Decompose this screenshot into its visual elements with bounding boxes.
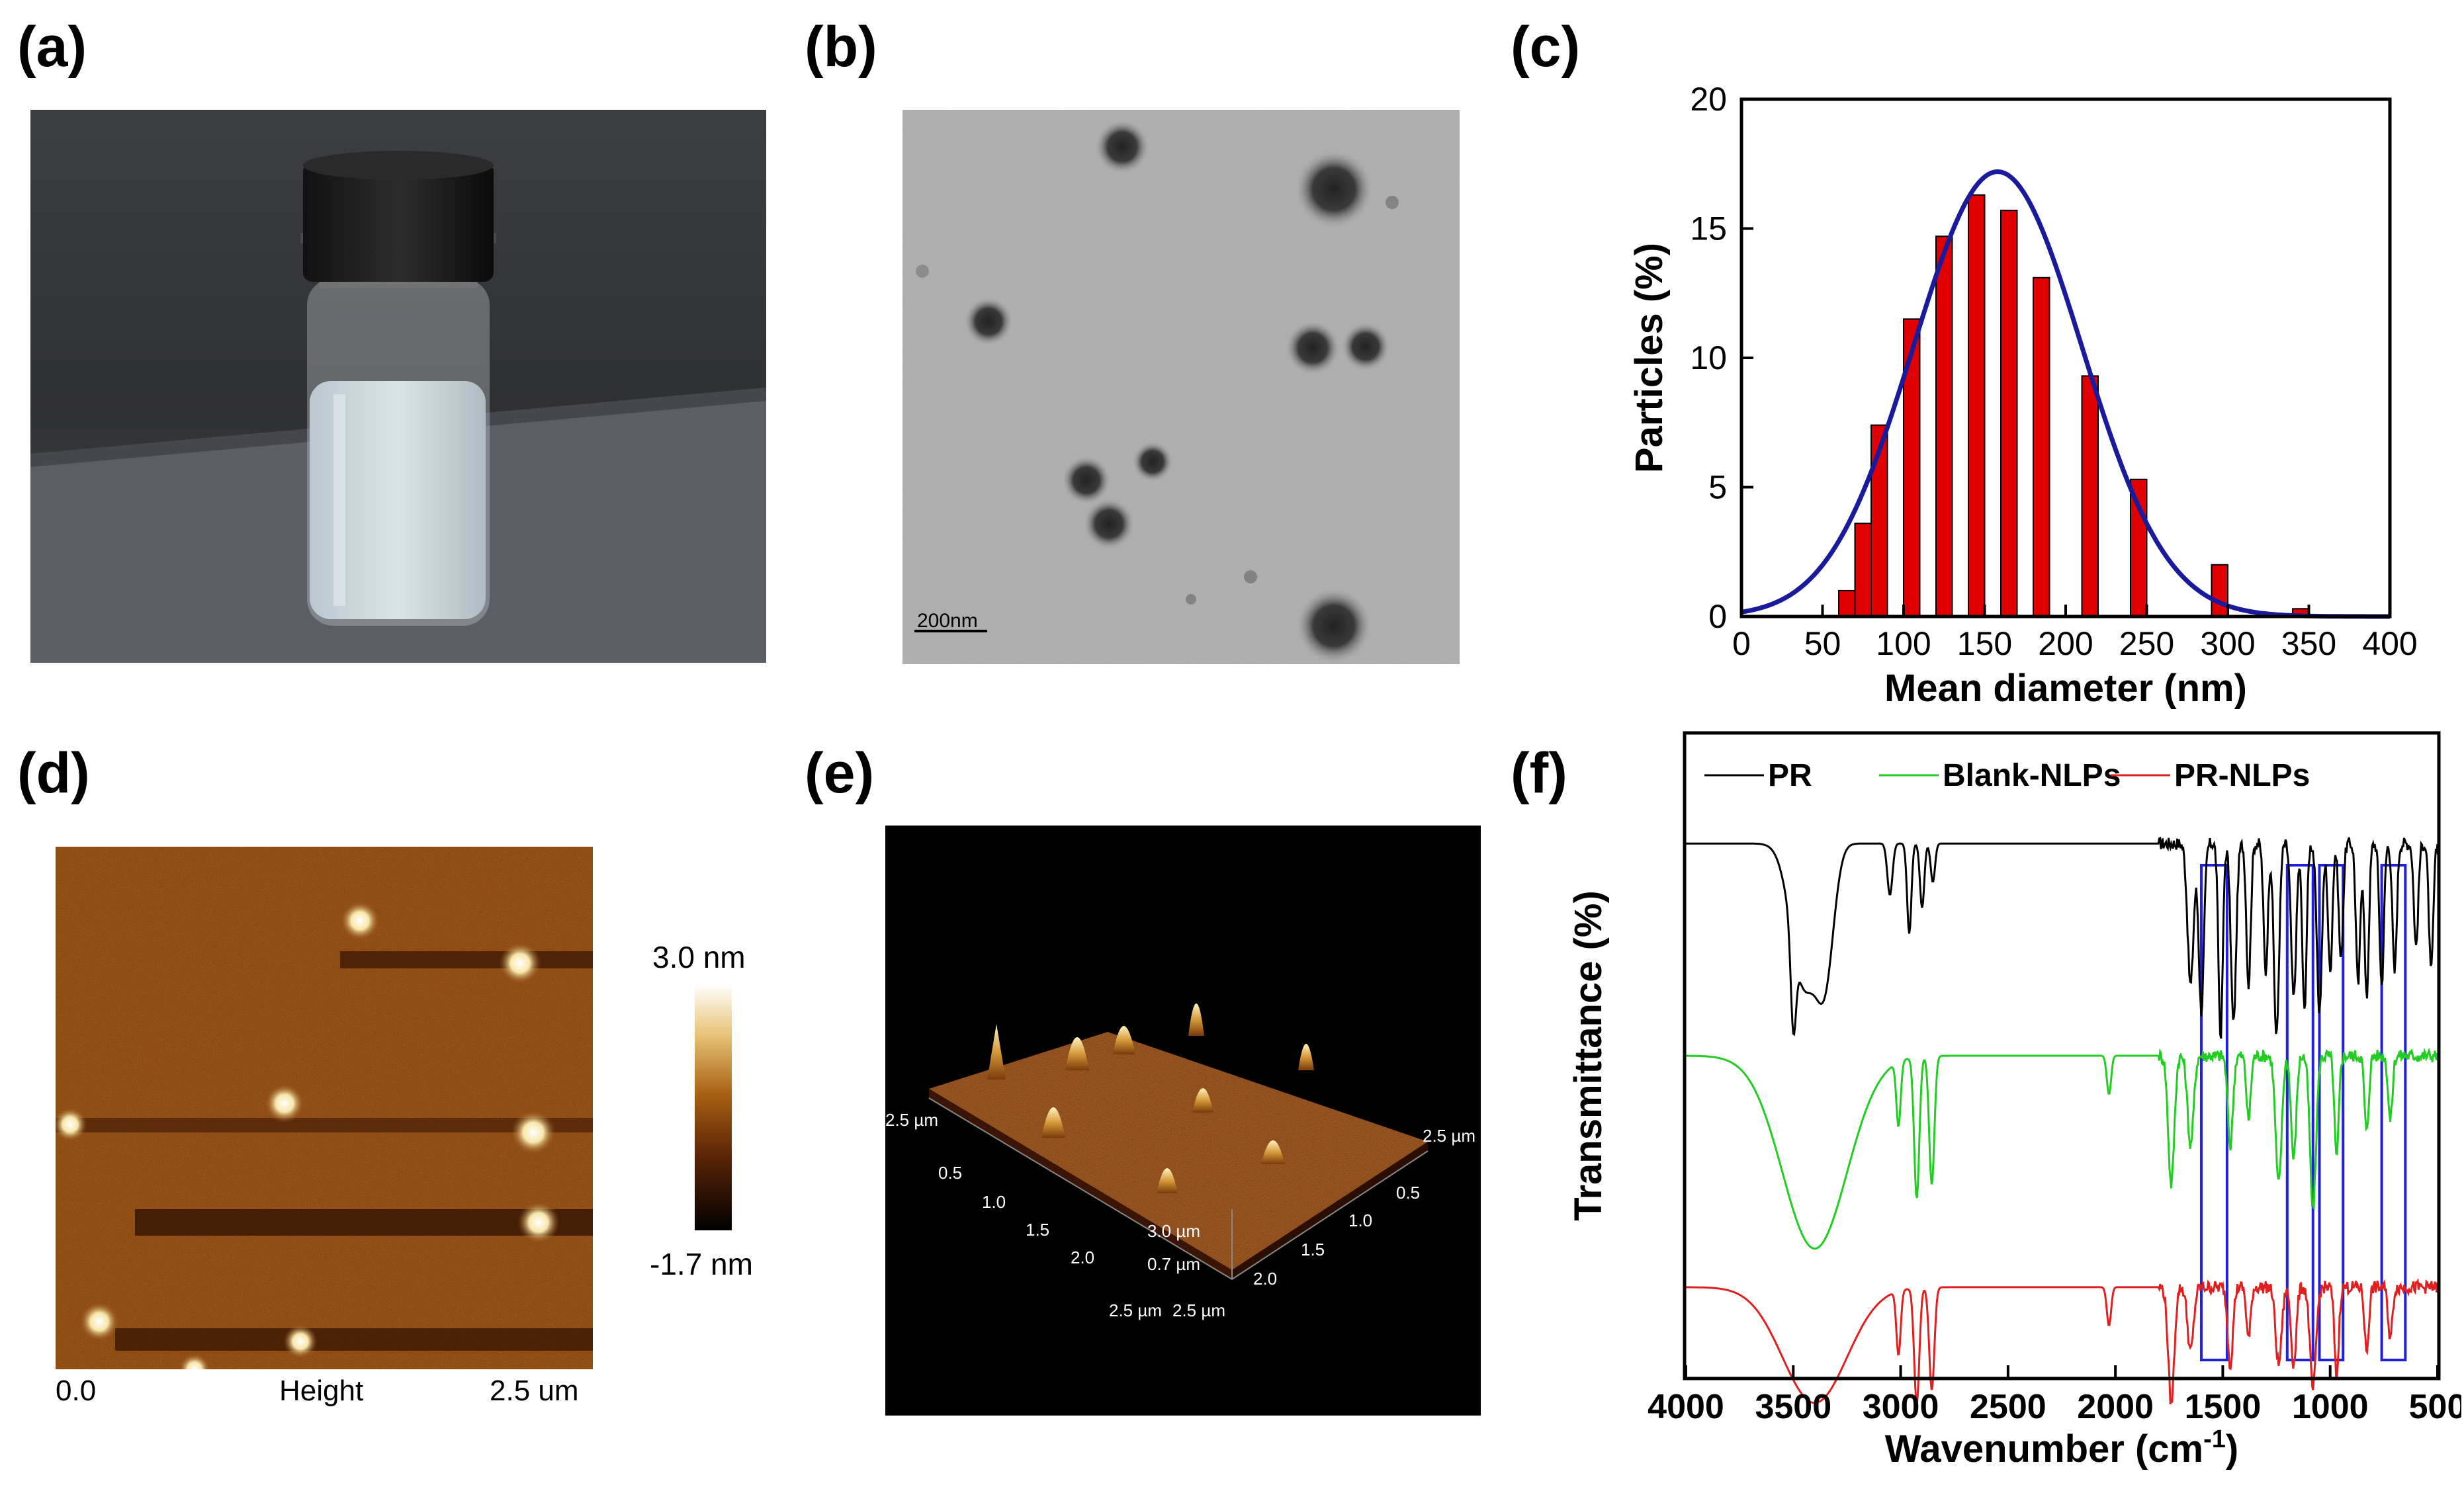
panel-label-d: (d) [17,742,90,805]
panel-label-b: (b) [805,15,877,79]
afm3d-label-r10: 1.0 [1348,1211,1372,1230]
afm3d-label-l20: 2.0 [1071,1248,1094,1267]
histogram-bar [2130,478,2148,618]
x-tick-label: 500 [2409,1388,2461,1426]
legend-label: Blank-NLPs [1943,758,2121,793]
gaussian-fit-line [1741,169,2390,619]
histogram-bar [2033,276,2050,618]
legend-label: PR-NLPs [2174,758,2310,793]
x-tick-label: 4000 [1648,1388,1724,1426]
afm-axis-end: 2.5 um [490,1375,579,1407]
size-distribution-chart: 0 50 100 150 200 250 300 350 400 0 5 10 15 20 Mean di… [1628,81,2418,710]
x-tick-label: 100 [1876,625,1931,662]
histogram-bar [1968,194,1986,618]
afm3d-label-z-top: 3.0 µm [1147,1221,1200,1241]
vial [300,151,496,626]
afm3d-label-l15: 1.5 [1026,1220,1049,1240]
x-tick-label: 350 [2281,625,2336,662]
x-tick-label: 150 [1957,625,2012,662]
tem-scale-bar-label: 200nm [917,610,978,632]
chart-f-ylabel: Transmittance (%) [1567,890,1610,1221]
x-tick-label: 1500 [2185,1388,2262,1426]
afm-height-image [56,847,593,1369]
panel-label-c: (c) [1511,15,1581,79]
afm3d-label-r20: 2.0 [1253,1269,1277,1289]
x-tick-label: 400 [2362,625,2417,662]
y-tick-label: 15 [1690,210,1727,247]
highlight-box [2285,864,2314,1361]
histogram-bar [2211,564,2228,617]
panel-label-e: (e) [805,742,875,805]
panel-label-f: (f) [1511,742,1567,805]
spectrum-line-blank-nlps [1686,1047,2439,1250]
x-tick-label: 2500 [1970,1388,2046,1426]
y-tick-label: 10 [1690,339,1727,376]
afm-colorbar [695,984,732,1230]
afm3d-label-r05: 0.5 [1396,1183,1420,1203]
x-tick-label: 3500 [1755,1388,1831,1426]
afm3d-label-back-right: 2.5 µm [1423,1126,1475,1146]
chart-f-frame [1683,731,2441,1381]
vial-photo [30,110,766,663]
highlight-box [2318,864,2345,1361]
colorbar-max-label: 3.0 nm [652,940,746,974]
afm3d-label-front-right: 2.5 µm [1172,1300,1225,1320]
panel-label-a: (a) [17,15,87,79]
afm3d-label-r15: 1.5 [1301,1240,1325,1259]
spectrum-line-pr-nlps [1686,1278,2439,1405]
afm3d-label-back-left: 2.5 µm [885,1110,938,1130]
y-tick-label: 20 [1690,81,1727,118]
x-tick-label: 0 [1732,625,1751,662]
spectrum-line-pr [1686,836,2439,1039]
colorbar-min-label: -1.7 nm [650,1247,753,1281]
afm3d-label-z-bottom: 0.7 µm [1147,1254,1200,1274]
ftir-chart: PR Blank-NLPs PR-NLPs 4000 3500 3000 2500 2000… [1567,731,2461,1470]
x-tick-label: 250 [2119,625,2174,662]
chart-c-ylabel: Particles (%) [1628,243,1671,473]
x-tick-label: 2000 [2077,1388,2154,1426]
x-tick-label: 3000 [1863,1388,1939,1426]
x-tick-label: 1000 [2292,1388,2369,1426]
histogram-bar [2081,375,2099,617]
chart-f-xlabel: Wavenumber (cm-1) [1885,1425,2238,1470]
tem-image: 200nm [902,110,1460,664]
afm3d-label-l05: 0.5 [938,1163,962,1183]
histogram-bar [2000,210,2018,617]
afm-axis-start: 0.0 [56,1375,97,1407]
histogram-bar [1838,589,1856,618]
highlight-box [2380,864,2407,1361]
x-tick-label: 300 [2200,625,2255,662]
y-tick-label: 5 [1708,469,1727,506]
histogram-bar [1935,235,1953,618]
histogram-bar [1854,523,1872,617]
afm-3d-image: 2.5 µm 2.5 µm 0.5 1.0 1.5 2.0 0.5 1.0 1.… [885,826,1481,1416]
afm-axis-title: Height [279,1375,364,1407]
afm3d-label-l10: 1.0 [982,1192,1006,1212]
legend-label: PR [1768,758,1812,793]
afm3d-label-front-left: 2.5 µm [1109,1300,1162,1320]
x-tick-label: 50 [1804,625,1841,662]
x-tick-label: 200 [2038,625,2093,662]
y-tick-label: 0 [1708,598,1727,635]
chart-c-xlabel: Mean diameter (nm) [1884,667,2247,710]
